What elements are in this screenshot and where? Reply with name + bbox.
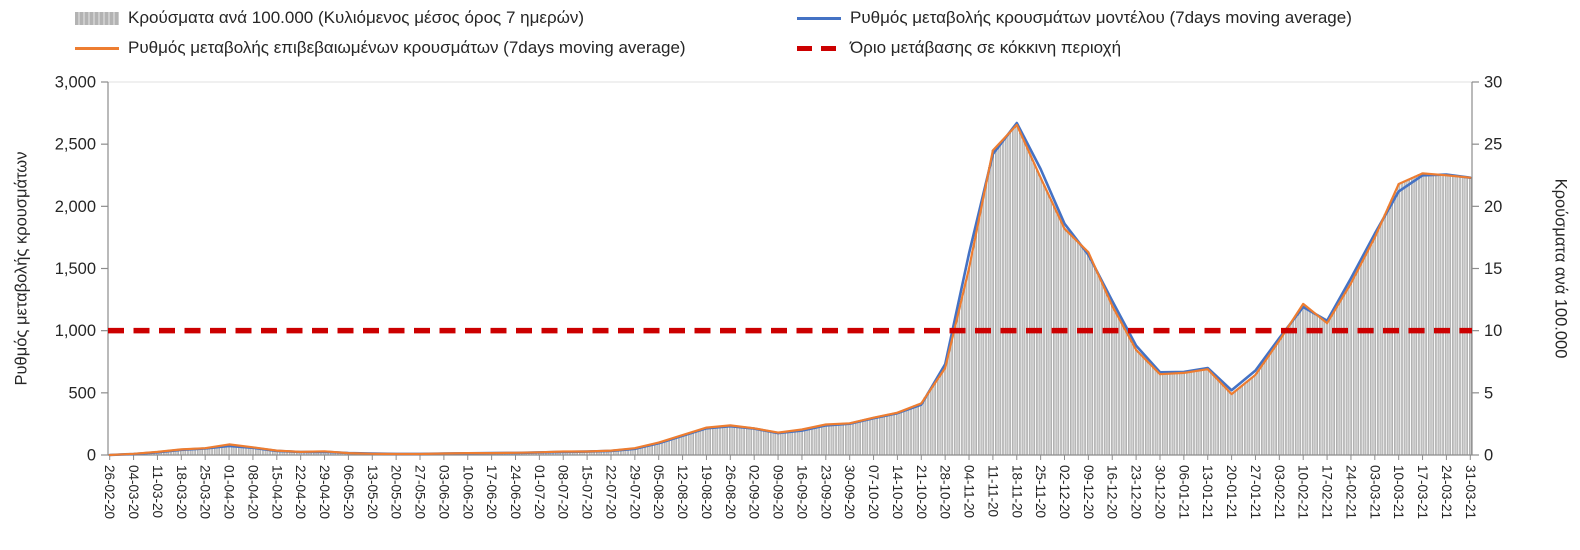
left-axis-tick-label: 2,000 (55, 198, 96, 216)
right-axis-tick-label: 15 (1484, 260, 1502, 278)
x-tick-label: 19-08-20 (699, 465, 714, 519)
x-tick-label: 24-02-21 (1343, 465, 1358, 519)
x-tick-label: 08-07-20 (556, 465, 571, 519)
axes: 0 500 1,000 1,500 2,000 2,500 3,000 0 5 10 15 20 25 3… (55, 74, 1503, 465)
left-axis-title: Ρυθμός μεταβολής κρουσμάτων (12, 151, 31, 386)
x-tick-label: 30-12-20 (1152, 465, 1167, 519)
legend-label: Όριο μετάβασης σε κόκκινη περιοχή (850, 38, 1122, 57)
x-tick-label: 03-03-21 (1367, 465, 1382, 519)
x-tick-label: 10-02-21 (1296, 465, 1311, 519)
x-tick-label: 06-05-20 (341, 465, 356, 519)
legend-item-confirmed-rate: Ρυθμός μεταβολής επιβεβαιωμένων κρουσμάτ… (75, 38, 797, 58)
x-tick-label: 06-01-21 (1176, 465, 1191, 519)
right-axis-tick-label: 0 (1484, 447, 1493, 465)
legend-label: Ρυθμός μεταβολής κρουσμάτων μοντέλου (7d… (850, 8, 1352, 27)
legend-item-red-threshold: Όριο μετάβασης σε κόκκινη περιοχή (797, 38, 1352, 58)
x-tick-label: 27-05-20 (413, 465, 428, 519)
x-tick-label: 13-01-21 (1200, 465, 1215, 519)
legend-label: Κρούσματα ανά 100.000 (Κυλιόμενος μέσος … (128, 8, 585, 27)
x-tick-label: 09-12-20 (1081, 465, 1096, 519)
x-tick-label: 28-10-20 (938, 465, 953, 519)
x-tick-label: 01-04-20 (222, 465, 237, 519)
x-tick-label: 29-07-20 (627, 465, 642, 519)
x-tick-label: 26-02-20 (102, 465, 117, 519)
x-tick-label: 23-09-20 (818, 465, 833, 519)
x-tick-label: 04-03-20 (126, 465, 141, 519)
bars-legend-key-icon (75, 11, 119, 25)
x-tick-label: 15-04-20 (269, 465, 284, 519)
x-tick-label: 16-09-20 (794, 465, 809, 519)
x-tick-label: 01-07-20 (532, 465, 547, 519)
x-tick-label: 03-06-20 (436, 465, 451, 519)
left-axis-tick-label: 1,500 (55, 260, 96, 278)
x-tick-label: 08-04-20 (245, 465, 260, 519)
x-tick-label: 17-06-20 (484, 465, 499, 519)
x-tick-label: 10-06-20 (460, 465, 475, 519)
x-tick-label: 25-11-20 (1033, 465, 1048, 518)
x-tick-label: 31-03-21 (1463, 465, 1478, 519)
x-tick-label: 18-03-20 (174, 465, 189, 519)
left-axis-tick-label: 3,000 (55, 74, 96, 92)
right-axis-tick-label: 20 (1484, 198, 1502, 216)
chart-legend: Κρούσματα ανά 100.000 (Κυλιόμενος μέσος … (75, 8, 1352, 58)
x-tick-label: 02-09-20 (747, 465, 762, 519)
x-tick-label: 09-09-20 (771, 465, 786, 519)
x-tick-label: 20-01-21 (1224, 465, 1239, 519)
x-tick-label: 17-03-21 (1415, 465, 1430, 519)
x-tick-label: 14-10-20 (890, 465, 905, 519)
x-tick-label: 07-10-20 (866, 465, 881, 519)
x-tick-label: 27-01-21 (1248, 465, 1263, 519)
x-tick-label: 02-12-20 (1057, 465, 1072, 519)
right-axis-title: Κρούσματα ανά 100.000 (1551, 178, 1570, 359)
x-tick-label: 11-03-20 (150, 465, 165, 518)
orange-line-legend-key-icon (75, 46, 119, 50)
x-axis-labels: 26-02-20 04-03-20 11-03-20 18-03-20 25-03-20… (102, 455, 1478, 519)
x-tick-label: 11-11-20 (985, 465, 1000, 517)
left-axis-tick-label: 2,500 (55, 136, 96, 154)
x-tick-label: 13-05-20 (365, 465, 380, 519)
x-tick-label: 29-04-20 (317, 465, 332, 519)
x-tick-label: 21-10-20 (914, 465, 929, 519)
x-tick-label: 03-02-21 (1272, 465, 1287, 519)
right-axis-tick-label: 25 (1484, 136, 1502, 154)
left-axis-tick-label: 500 (68, 384, 96, 402)
x-tick-label: 26-08-20 (723, 465, 738, 519)
x-tick-label: 16-12-20 (1105, 465, 1120, 519)
x-tick-label: 12-08-20 (675, 465, 690, 519)
legend-label: Ρυθμός μεταβολής επιβεβαιωμένων κρουσμάτ… (128, 38, 686, 57)
x-tick-label: 22-04-20 (293, 465, 308, 519)
blue-line-legend-key-icon (797, 16, 841, 20)
x-tick-label: 20-05-20 (389, 465, 404, 519)
x-tick-label: 25-03-20 (198, 465, 213, 519)
x-tick-label: 24-06-20 (508, 465, 523, 519)
x-tick-label: 23-12-20 (1129, 465, 1144, 519)
left-axis-tick-label: 1,000 (55, 322, 96, 340)
red-dash-legend-key-icon (797, 45, 841, 51)
x-tick-label: 24-03-21 (1439, 465, 1454, 519)
right-axis-tick-label: 5 (1484, 384, 1493, 402)
x-tick-label: 22-07-20 (603, 465, 618, 519)
x-tick-label: 17-02-21 (1320, 465, 1335, 519)
bars-series (122, 125, 1472, 456)
legend-item-model-rate: Ρυθμός μεταβολής κρουσμάτων μοντέλου (7d… (797, 8, 1352, 28)
x-tick-label: 05-08-20 (651, 465, 666, 519)
confirmed-line (108, 123, 1472, 457)
x-tick-label: 04-11-20 (962, 465, 977, 518)
x-tick-label: 15-07-20 (580, 465, 595, 519)
legend-item-cases-per-100k: Κρούσματα ανά 100.000 (Κυλιόμενος μέσος … (75, 8, 797, 28)
left-axis-tick-label: 0 (87, 447, 96, 465)
x-tick-label: 30-09-20 (842, 465, 857, 519)
x-tick-label: 10-03-21 (1391, 465, 1406, 519)
right-axis-tick-label: 10 (1484, 322, 1502, 340)
right-axis-tick-label: 30 (1484, 74, 1502, 92)
x-tick-label: 18-11-20 (1009, 465, 1024, 518)
